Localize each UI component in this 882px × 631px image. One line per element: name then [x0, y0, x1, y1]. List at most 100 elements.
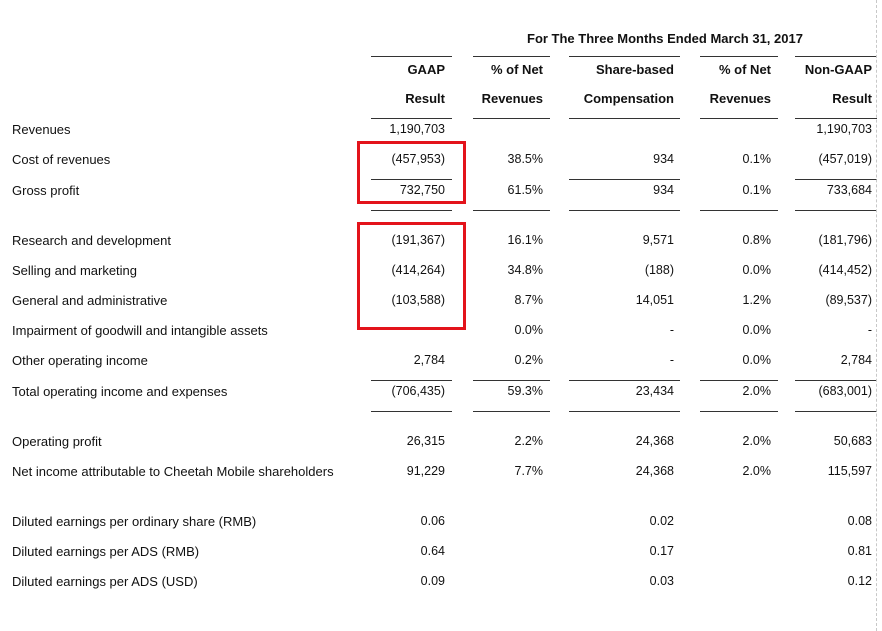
table-cell: (188): [644, 263, 674, 277]
row-label: Gross profit: [12, 183, 80, 198]
table-cell: -: [867, 323, 872, 337]
table-cell: (457,019): [818, 152, 872, 166]
subtotal-rule: [795, 179, 877, 180]
table-cell: 0.0%: [742, 353, 772, 367]
table-cell: 0.08: [847, 514, 872, 528]
header-top-rule: [795, 56, 877, 57]
total-top-rule: [795, 380, 877, 381]
gross-profit-rule: [371, 210, 452, 211]
table-cell: 0.06: [420, 514, 445, 528]
row-label: Diluted earnings per ADS (RMB): [12, 544, 200, 559]
table-cell: (181,796): [818, 233, 872, 247]
gross-profit-rule: [473, 210, 550, 211]
table-cell: 2,784: [840, 353, 872, 367]
column-header-line2: Revenues: [481, 91, 543, 106]
row-label: Diluted earnings per ADS (USD): [12, 574, 198, 589]
table-cell: 0.0%: [514, 323, 544, 337]
table-cell: 16.1%: [507, 233, 543, 247]
table-cell: 732,750: [399, 183, 445, 197]
header-bottom-rule: [700, 118, 778, 119]
table-cell: 0.17: [649, 544, 674, 558]
row-label: Other operating income: [12, 353, 148, 368]
total-bottom-rule: [371, 411, 452, 412]
period-header: For The Three Months Ended March 31, 201…: [527, 31, 803, 46]
table-cell: 2.0%: [742, 384, 772, 398]
table-cell: 0.03: [649, 574, 674, 588]
table-cell: 9,571: [642, 233, 674, 247]
row-label: Net income attributable to Cheetah Mobil…: [12, 464, 334, 479]
table-cell: 24,368: [635, 464, 674, 478]
table-cell: 2.0%: [742, 434, 772, 448]
page-edge-divider: [876, 0, 877, 631]
table-cell: (457,953): [391, 152, 445, 166]
table-cell: (683,001): [818, 384, 872, 398]
table-cell: 7.7%: [514, 464, 544, 478]
highlight-box-operating-expenses: [357, 222, 466, 330]
table-cell: 8.7%: [514, 293, 544, 307]
table-cell: 0.8%: [742, 233, 772, 247]
table-cell: 0.09: [420, 574, 445, 588]
total-top-rule: [700, 380, 778, 381]
column-header-line2: Result: [405, 91, 445, 106]
table-cell: 91,229: [406, 464, 445, 478]
table-cell: 934: [653, 183, 674, 197]
table-cell: 59.3%: [507, 384, 543, 398]
table-cell: 38.5%: [507, 152, 543, 166]
table-cell: 1.2%: [742, 293, 772, 307]
table-cell: 0.2%: [514, 353, 544, 367]
header-bottom-rule: [569, 118, 680, 119]
header-top-rule: [569, 56, 680, 57]
table-cell: 0.12: [847, 574, 872, 588]
table-cell: 34.8%: [507, 263, 543, 277]
table-cell: 934: [653, 152, 674, 166]
total-bottom-rule: [569, 411, 680, 412]
table-cell: (414,452): [818, 263, 872, 277]
table-cell: 23,434: [635, 384, 674, 398]
row-label: Impairment of goodwill and intangible as…: [12, 323, 268, 338]
table-cell: -: [669, 323, 674, 337]
gross-profit-rule: [795, 210, 877, 211]
header-bottom-rule: [795, 118, 877, 119]
column-header-line1: GAAP: [407, 62, 445, 77]
gross-profit-rule: [569, 210, 680, 211]
table-cell: (103,588): [391, 293, 445, 307]
table-cell: 50,683: [833, 434, 872, 448]
header-top-rule: [473, 56, 550, 57]
row-label: Diluted earnings per ordinary share (RMB…: [12, 514, 257, 529]
table-cell: 2.2%: [514, 434, 544, 448]
table-cell: 26,315: [406, 434, 445, 448]
row-label: Selling and marketing: [12, 263, 138, 278]
subtotal-rule: [371, 179, 452, 180]
header-top-rule: [700, 56, 778, 57]
header-bottom-rule: [473, 118, 550, 119]
total-top-rule: [473, 380, 550, 381]
table-cell: 733,684: [826, 183, 872, 197]
column-header-line1: Non-GAAP: [804, 62, 872, 77]
table-cell: 0.1%: [742, 183, 772, 197]
highlight-box-cost-gross: [357, 141, 466, 204]
table-cell: 2.0%: [742, 464, 772, 478]
table-cell: 0.81: [847, 544, 872, 558]
table-cell: 14,051: [635, 293, 674, 307]
table-cell: 115,597: [827, 464, 872, 478]
total-bottom-rule: [795, 411, 877, 412]
column-header-line1: % of Net: [719, 62, 771, 77]
header-top-rule: [371, 56, 452, 57]
total-top-rule: [371, 380, 452, 381]
header-bottom-rule: [371, 118, 452, 119]
row-label: Operating profit: [12, 434, 102, 449]
table-cell: 0.1%: [742, 152, 772, 166]
total-bottom-rule: [473, 411, 550, 412]
table-cell: -: [669, 353, 674, 367]
total-top-rule: [569, 380, 680, 381]
row-label: Cost of revenues: [12, 152, 111, 167]
table-cell: (191,367): [391, 233, 445, 247]
table-cell: 0.0%: [742, 323, 772, 337]
table-cell: 0.0%: [742, 263, 772, 277]
total-bottom-rule: [700, 411, 778, 412]
table-cell: 0.02: [649, 514, 674, 528]
column-header-line2: Result: [832, 91, 872, 106]
table-cell: (414,264): [391, 263, 445, 277]
row-label: Total operating income and expenses: [12, 384, 228, 399]
column-header-line2: Compensation: [583, 91, 674, 106]
